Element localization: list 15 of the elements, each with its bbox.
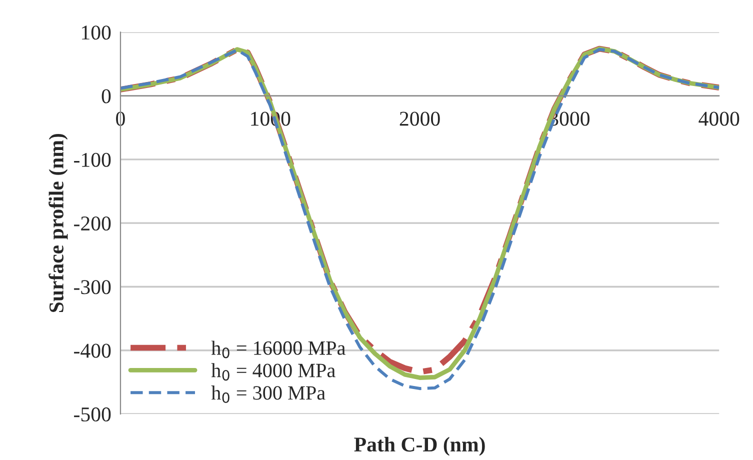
- y-tick-label: -500: [74, 407, 111, 422]
- y-tick-label: -300: [74, 280, 111, 294]
- x-tick-label: 2000: [400, 112, 440, 126]
- y-tick-label: 0: [102, 89, 111, 104]
- y-tick-label: 100: [82, 26, 111, 40]
- x-axis-title: Path C-D (nm): [354, 436, 485, 456]
- x-tick-label: 0: [116, 112, 125, 126]
- x-tick-label: 4000: [698, 112, 740, 126]
- legend-label: h$_{0}$ = 4000 MPa: [211, 363, 336, 381]
- y-tick-label: -100: [74, 152, 111, 167]
- legend-label: h$_{0}$ = 16000 MPa: [211, 340, 346, 358]
- y-tick-label: -400: [74, 344, 111, 358]
- y-axis-title: Surface profile (nm): [48, 134, 68, 312]
- y-tick-label: -200: [74, 216, 111, 231]
- legend-label: h$_{0}$ = 300 MPa: [211, 386, 326, 404]
